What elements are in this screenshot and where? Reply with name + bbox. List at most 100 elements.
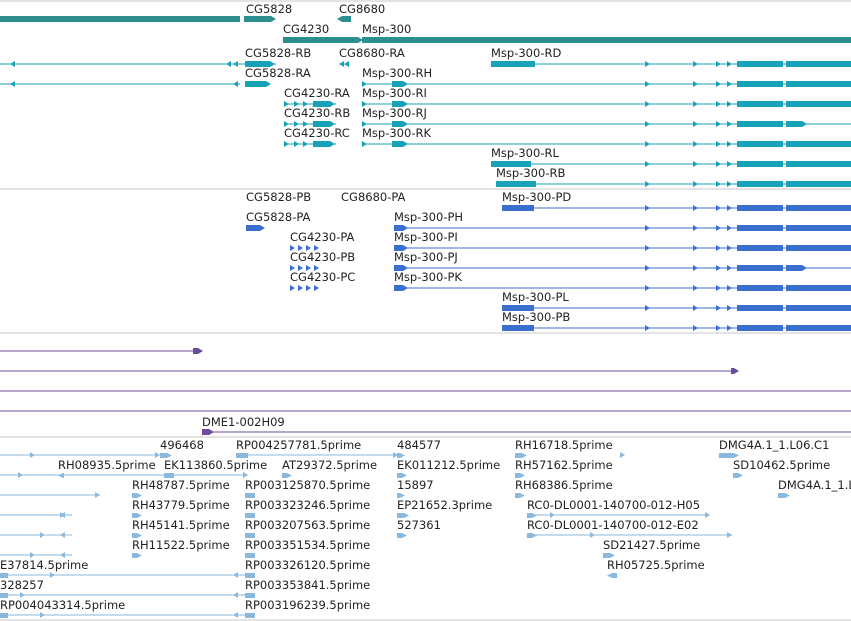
est-feature[interactable] [245, 553, 255, 558]
exon-block[interactable] [245, 61, 275, 67]
exon-block[interactable] [786, 305, 851, 311]
alignment-block[interactable] [193, 348, 203, 354]
exon-block[interactable] [786, 285, 851, 291]
strand-arrow-icon [294, 121, 299, 127]
transcript-track[interactable]: CG5828-RB CG8680-RA Msp-300-RD CG5828-RA Msp… [0, 46, 851, 187]
gene-feature[interactable] [244, 16, 276, 22]
est-feature[interactable] [515, 453, 527, 458]
est-feature[interactable] [245, 533, 255, 538]
exon-block[interactable] [313, 141, 335, 147]
est-feature[interactable] [245, 613, 255, 618]
exon-block[interactable] [737, 325, 783, 331]
exon-block[interactable] [737, 205, 783, 211]
exon-block[interactable] [786, 161, 851, 167]
alignment-track[interactable]: DME1-002H09 [0, 348, 851, 435]
exon-block[interactable] [737, 305, 783, 311]
exon-block[interactable] [737, 285, 783, 291]
est-feature[interactable] [282, 473, 292, 478]
exon-block[interactable] [786, 325, 851, 331]
exon-block[interactable] [737, 225, 783, 231]
exon-block[interactable] [737, 121, 783, 127]
est-feature[interactable] [245, 593, 255, 598]
exon-block[interactable] [394, 285, 408, 291]
exon-block[interactable] [786, 265, 807, 271]
est-label: SD21427.5prime [603, 538, 700, 552]
gene-label: CG5828 [246, 2, 292, 16]
exon-block[interactable] [737, 245, 783, 251]
strand-arrow-icon [645, 181, 650, 187]
est-feature[interactable] [160, 453, 172, 458]
strand-arrow-icon [727, 161, 732, 167]
est-feature[interactable] [245, 573, 255, 578]
exon-block[interactable] [394, 245, 408, 251]
exon-block[interactable] [786, 61, 851, 67]
exon-block[interactable] [786, 245, 851, 251]
est-feature[interactable] [397, 453, 405, 458]
gene-feature[interactable] [362, 37, 851, 43]
strand-arrow-icon [344, 61, 349, 67]
exon-block[interactable] [786, 205, 851, 211]
est-feature[interactable] [397, 493, 405, 498]
exon-block[interactable] [502, 325, 534, 331]
exon-block[interactable] [313, 121, 335, 127]
est-label: RP003207563.5prime [245, 518, 370, 532]
exon-block[interactable] [313, 101, 335, 107]
exon-block[interactable] [394, 225, 408, 231]
est-feature[interactable] [778, 493, 790, 498]
exon-block[interactable] [496, 181, 536, 187]
exon-block[interactable] [737, 265, 783, 271]
est-feature[interactable] [515, 493, 525, 498]
gene-feature[interactable] [0, 16, 240, 22]
est-feature[interactable] [132, 533, 142, 538]
est-track[interactable]: 496468 RP004257781.5prime 484577 RH16718.5p… [0, 438, 851, 618]
exon-block[interactable] [786, 121, 807, 127]
est-feature[interactable] [132, 553, 142, 558]
exon-block[interactable] [786, 181, 851, 187]
exon-block[interactable] [786, 141, 851, 147]
gene-feature[interactable] [337, 16, 351, 22]
exon-block[interactable] [737, 61, 783, 67]
strand-arrow-icon [727, 225, 732, 231]
est-feature[interactable] [603, 553, 615, 558]
exon-block[interactable] [737, 181, 783, 187]
est-feature[interactable] [132, 493, 142, 498]
est-feature[interactable] [397, 473, 407, 478]
exon-block[interactable] [246, 225, 265, 231]
protein-track[interactable]: CG5828-PB CG8680-PA Msp-300-PD CG5828-PA Msp… [246, 190, 851, 331]
est-feature[interactable] [397, 513, 409, 518]
gene-track[interactable]: CG5828 CG8680 CG4230 Msp-300 [0, 2, 851, 43]
exon-block[interactable] [491, 61, 535, 67]
exon-block[interactable] [392, 121, 408, 127]
strand-arrow-icon [693, 181, 698, 187]
exon-block[interactable] [737, 81, 783, 87]
est-feature[interactable] [607, 573, 617, 578]
exon-block[interactable] [737, 101, 783, 107]
est-feature[interactable] [719, 453, 739, 458]
est-feature[interactable] [245, 493, 255, 498]
strand-arrow-icon [693, 245, 698, 251]
exon-block[interactable] [392, 101, 408, 107]
exon-block[interactable] [737, 141, 783, 147]
gene-feature[interactable] [283, 37, 363, 43]
exon-block[interactable] [786, 81, 851, 87]
est-feature[interactable] [733, 473, 743, 478]
exon-block[interactable] [737, 161, 783, 167]
est-feature[interactable] [397, 533, 407, 538]
exon-block[interactable] [245, 81, 271, 87]
alignment-block[interactable] [731, 368, 739, 374]
est-feature[interactable] [132, 513, 142, 518]
est-feature[interactable] [245, 513, 255, 518]
exon-block[interactable] [786, 101, 851, 107]
exon-block[interactable] [502, 305, 534, 311]
exon-block[interactable] [491, 161, 531, 167]
exon-block[interactable] [394, 265, 408, 271]
est-feature[interactable] [515, 473, 525, 478]
exon-block[interactable] [786, 225, 851, 231]
exon-block[interactable] [392, 81, 408, 87]
strand-arrow-icon [314, 265, 319, 271]
exon-block[interactable] [502, 205, 534, 211]
exon-block[interactable] [392, 141, 408, 147]
